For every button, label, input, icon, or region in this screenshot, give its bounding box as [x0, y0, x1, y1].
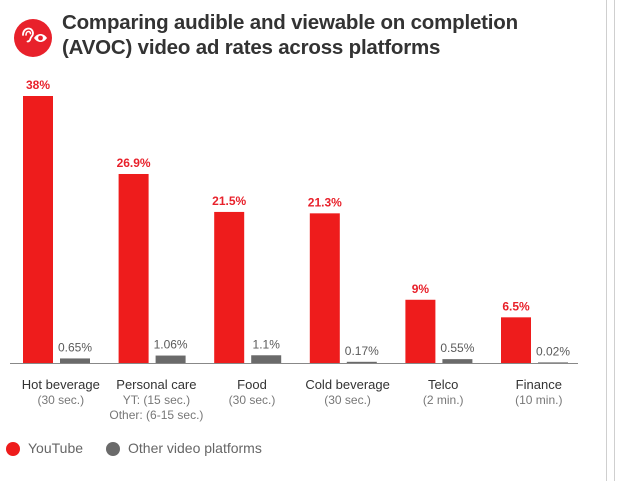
chart-title: Comparing audible and viewable on comple…: [62, 10, 602, 60]
legend-swatch-other: [106, 442, 120, 456]
data-label-other: 0.65%: [58, 340, 92, 354]
category-sublabel: Other: (6-15 sec.): [109, 408, 203, 422]
category-sublabel: (30 sec.): [37, 393, 84, 407]
category-label: Personal care: [116, 377, 196, 392]
data-label-other: 0.55%: [440, 341, 474, 355]
data-label-youtube: 26.9%: [117, 156, 151, 170]
data-label-youtube: 21.5%: [212, 194, 246, 208]
chart-legend: YouTube Other video platforms: [0, 438, 619, 460]
bar-other: [346, 361, 377, 363]
bar-youtube: [405, 299, 436, 363]
bar-youtube: [214, 211, 245, 363]
data-label-youtube: 9%: [412, 282, 430, 296]
legend-label-youtube: YouTube: [28, 440, 84, 456]
frame-border-right: [606, 0, 607, 481]
bar-other: [60, 358, 90, 363]
bar-youtube: [501, 317, 531, 363]
bar-other: [251, 355, 282, 363]
data-label-youtube: 38%: [26, 78, 50, 92]
category-sublabel: (10 min.): [515, 393, 562, 407]
bar-chart: 38%0.65%Hot beverage(30 sec.)26.9%1.06%P…: [10, 78, 578, 422]
bar-youtube: [118, 173, 149, 363]
category-label: Telco: [428, 377, 458, 392]
data-label-other: 1.06%: [154, 338, 188, 352]
bar-other: [442, 359, 473, 363]
bar-youtube: [23, 96, 53, 363]
category-label: Hot beverage: [22, 377, 100, 392]
title-line-2: (AVOC) video ad rates across platforms: [62, 36, 441, 59]
data-label-other: 1.1%: [253, 337, 281, 351]
category-sublabel: (2 min.): [423, 393, 464, 407]
category-label: Cold beverage: [305, 377, 390, 392]
category-label: Food: [237, 377, 267, 392]
category-sublabel: YT: (15 sec.): [123, 393, 190, 407]
category-label: Finance: [516, 377, 562, 392]
data-label-youtube: 6.5%: [502, 299, 530, 313]
title-line-1: Comparing audible and viewable on comple…: [62, 11, 518, 34]
bar-youtube: [309, 213, 340, 363]
data-label-other: 0.17%: [345, 344, 379, 358]
legend-label-other: Other video platforms: [128, 440, 262, 456]
legend-swatch-youtube: [6, 442, 20, 456]
chart-header: Comparing audible and viewable on comple…: [12, 6, 602, 66]
category-sublabel: (30 sec.): [229, 393, 276, 407]
frame-border-right-outer: [614, 0, 615, 481]
category-sublabel: (30 sec.): [324, 393, 371, 407]
bar-other: [538, 362, 568, 363]
data-label-youtube: 21.3%: [308, 195, 342, 209]
bar-other: [155, 355, 186, 363]
data-label-other: 0.02%: [536, 344, 570, 358]
ear-eye-icon: [14, 19, 52, 57]
